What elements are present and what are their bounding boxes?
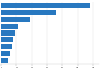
Bar xyxy=(1,10,56,15)
Bar xyxy=(1,24,18,29)
Bar xyxy=(1,58,8,63)
Bar xyxy=(1,37,13,42)
Bar xyxy=(1,30,15,36)
Bar xyxy=(1,44,12,49)
Bar xyxy=(1,51,10,56)
Bar xyxy=(1,17,30,22)
Bar xyxy=(1,3,90,8)
